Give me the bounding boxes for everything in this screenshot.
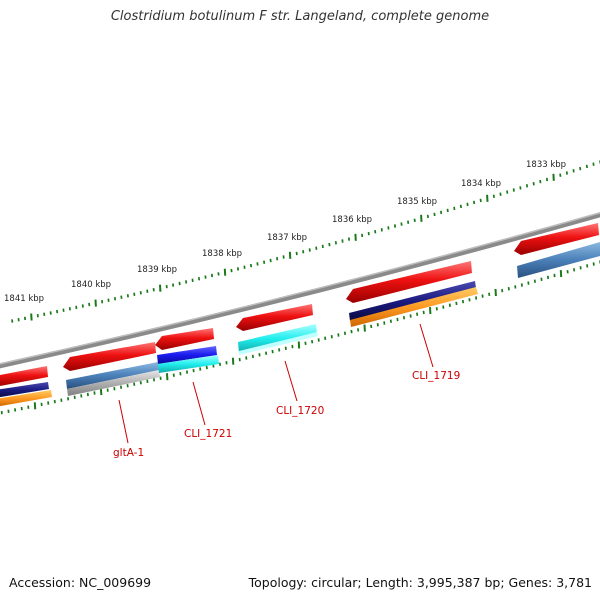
leader-line (118, 399, 129, 444)
kbp-label: 1833 kbp (526, 160, 566, 170)
inner-tick-track (0, 260, 600, 415)
gene-arrow[interactable] (0, 366, 48, 387)
kbp-scale-labels: 1841 kbp 1840 kbp 1839 kbp 1838 kbp 1837… (4, 160, 566, 304)
feature-bar-orange[interactable] (350, 287, 478, 327)
gene-label-CLI_1719[interactable]: CLI_1719 (412, 370, 460, 382)
gene-label-CLI_1721[interactable]: CLI_1721 (184, 428, 232, 440)
accession-text: Accession: NC_009699 (9, 575, 152, 590)
gene-arrow[interactable] (63, 342, 156, 371)
kbp-label: 1839 kbp (137, 265, 177, 275)
gene-arrow[interactable] (155, 328, 214, 350)
kbp-label: 1837 kbp (267, 233, 307, 243)
kbp-label: 1840 kbp (71, 280, 111, 290)
genome-backbone (0, 212, 600, 369)
leader-line (284, 360, 298, 402)
gene-arrow[interactable] (236, 304, 313, 331)
leader-line (192, 381, 206, 426)
feature-bar-silver[interactable] (67, 370, 160, 396)
cds-track-red (0, 223, 599, 387)
gene-arrow[interactable] (346, 261, 472, 303)
kbp-label: 1834 kbp (461, 179, 501, 189)
feature-bar-steelblue[interactable] (66, 362, 159, 389)
gene-label-leaders (118, 323, 434, 444)
gene-label-gltA-1[interactable]: gltA-1 (113, 447, 144, 459)
genome-backbone-highlight (0, 212, 600, 365)
gene-arrow[interactable] (514, 223, 599, 255)
kbp-label: 1838 kbp (202, 249, 242, 259)
feature-bar-cyan[interactable] (158, 355, 219, 373)
feature-bar-cyan-lower[interactable] (239, 332, 318, 355)
gene-label-CLI_1720[interactable]: CLI_1720 (276, 405, 324, 417)
map-title: Clostridium botulinum F str. Langeland, … (110, 9, 490, 24)
outer-tick-track (11, 160, 600, 323)
feature-bar-navy[interactable] (0, 382, 49, 398)
kbp-label: 1841 kbp (4, 294, 44, 304)
gene-labels: gltA-1 CLI_1721 CLI_1720 CLI_1719 (113, 370, 460, 459)
feature-bar-steelblue[interactable] (517, 242, 600, 278)
kbp-label: 1836 kbp (332, 215, 372, 225)
topology-summary-text: Topology: circular; Length: 3,995,387 bp… (248, 575, 592, 590)
feature-track-inner (0, 242, 600, 407)
feature-bar-blue[interactable] (157, 346, 217, 364)
kbp-label: 1835 kbp (397, 197, 437, 207)
leader-line (419, 323, 434, 368)
feature-bar-cyan[interactable] (238, 324, 317, 353)
feature-bar-navy[interactable] (349, 281, 476, 321)
feature-bar-orange[interactable] (0, 390, 52, 407)
